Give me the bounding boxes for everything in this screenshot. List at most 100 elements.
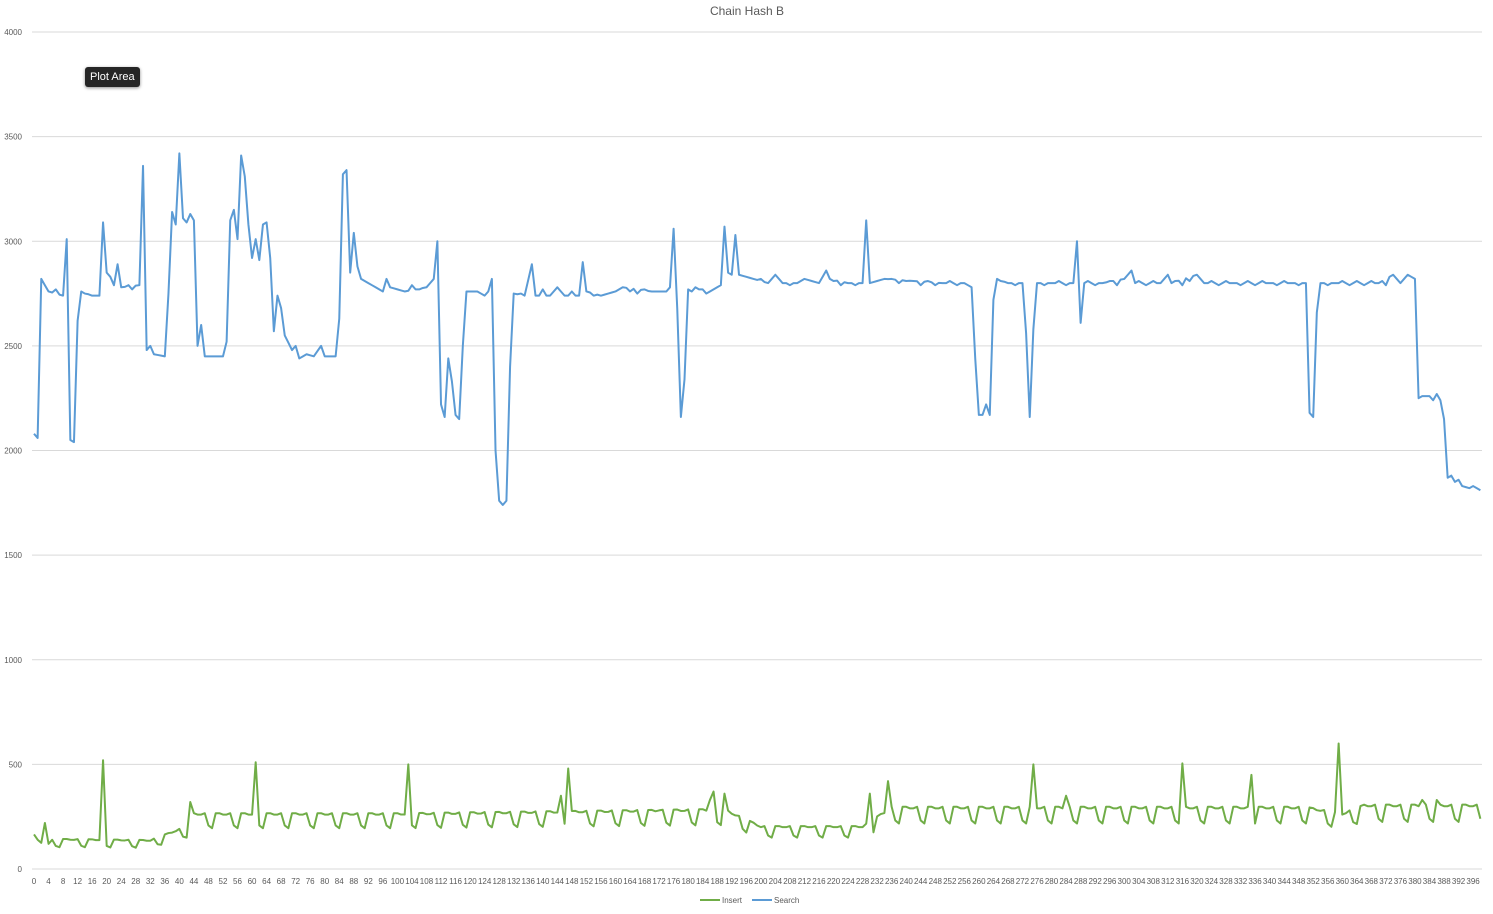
x-tick-label-0: 0 [32, 877, 37, 886]
x-tick-label-212: 212 [798, 877, 812, 886]
x-tick-label-164: 164 [623, 877, 637, 886]
x-tick-label-216: 216 [812, 877, 826, 886]
legend: Insert Search [700, 896, 799, 905]
x-tick-label-268: 268 [1001, 877, 1015, 886]
series-line-insert[interactable] [33, 742, 1482, 849]
x-tick-label-124: 124 [478, 877, 492, 886]
x-tick-label-200: 200 [754, 877, 768, 886]
x-tick-label-228: 228 [856, 877, 870, 886]
legend-label-search: Search [774, 896, 799, 905]
x-tick-label-296: 296 [1103, 877, 1117, 886]
x-tick-label-256: 256 [958, 877, 972, 886]
x-tick-label-204: 204 [769, 877, 783, 886]
x-tick-label-60: 60 [248, 877, 257, 886]
x-tick-label-156: 156 [594, 877, 608, 886]
x-tick-label-172: 172 [652, 877, 666, 886]
x-tick-label-328: 328 [1219, 877, 1233, 886]
x-axis-tick-labels: 0 4 8 12 16 20 24 28 32 36 40 44 48 52 56 60 64 68 72 76 80 8… [32, 877, 1481, 886]
x-tick-label-24: 24 [117, 877, 126, 886]
x-tick-label-140: 140 [536, 877, 550, 886]
x-tick-label-236: 236 [885, 877, 899, 886]
x-tick-label-36: 36 [160, 877, 169, 886]
series-line-search[interactable] [33, 152, 1481, 506]
x-tick-label-336: 336 [1248, 877, 1262, 886]
y-tick-label-500: 500 [9, 760, 23, 769]
y-tick-label-3000: 3000 [4, 237, 22, 246]
x-tick-label-188: 188 [711, 877, 725, 886]
x-tick-label-340: 340 [1263, 877, 1277, 886]
y-tick-label-2500: 2500 [4, 342, 22, 351]
x-tick-label-168: 168 [638, 877, 652, 886]
x-tick-label-180: 180 [681, 877, 695, 886]
x-tick-label-276: 276 [1030, 877, 1044, 886]
legend-label-insert: Insert [722, 896, 743, 905]
x-tick-label-320: 320 [1190, 877, 1204, 886]
x-tick-label-104: 104 [405, 877, 419, 886]
y-tick-label-0: 0 [18, 865, 23, 874]
y-tick-label-2000: 2000 [4, 447, 22, 456]
x-tick-label-176: 176 [667, 877, 681, 886]
y-tick-label-1000: 1000 [4, 656, 22, 665]
x-tick-label-128: 128 [492, 877, 506, 886]
x-tick-label-148: 148 [565, 877, 579, 886]
x-tick-label-56: 56 [233, 877, 242, 886]
x-tick-label-72: 72 [291, 877, 300, 886]
x-tick-label-384: 384 [1423, 877, 1437, 886]
x-tick-label-280: 280 [1045, 877, 1059, 886]
x-tick-label-52: 52 [219, 877, 228, 886]
x-tick-label-300: 300 [1118, 877, 1132, 886]
x-tick-label-40: 40 [175, 877, 184, 886]
x-tick-label-332: 332 [1234, 877, 1248, 886]
x-tick-label-252: 252 [943, 877, 957, 886]
x-tick-label-136: 136 [522, 877, 536, 886]
x-tick-label-396: 396 [1466, 877, 1480, 886]
x-tick-label-192: 192 [725, 877, 739, 886]
x-tick-label-184: 184 [696, 877, 710, 886]
x-tick-label-120: 120 [463, 877, 477, 886]
x-tick-label-292: 292 [1088, 877, 1102, 886]
x-tick-label-264: 264 [987, 877, 1001, 886]
x-tick-label-64: 64 [262, 877, 271, 886]
x-tick-label-8: 8 [61, 877, 66, 886]
x-tick-label-100: 100 [391, 877, 405, 886]
x-tick-label-220: 220 [827, 877, 841, 886]
x-tick-label-132: 132 [507, 877, 521, 886]
plot-area[interactable] [33, 152, 1482, 849]
x-tick-label-48: 48 [204, 877, 213, 886]
x-tick-label-324: 324 [1205, 877, 1219, 886]
x-tick-label-304: 304 [1132, 877, 1146, 886]
x-tick-label-32: 32 [146, 877, 155, 886]
x-tick-label-388: 388 [1437, 877, 1451, 886]
y-tick-label-4000: 4000 [4, 28, 22, 37]
x-tick-label-116: 116 [449, 877, 462, 886]
x-tick-label-224: 224 [841, 877, 855, 886]
x-tick-label-344: 344 [1277, 877, 1291, 886]
x-tick-label-380: 380 [1408, 877, 1422, 886]
x-tick-label-368: 368 [1365, 877, 1379, 886]
x-tick-label-376: 376 [1394, 877, 1408, 886]
plot-area-tooltip: Plot Area [85, 67, 140, 87]
x-tick-label-272: 272 [1016, 877, 1030, 886]
x-tick-label-316: 316 [1176, 877, 1190, 886]
x-tick-label-4: 4 [46, 877, 51, 886]
x-tick-label-232: 232 [870, 877, 884, 886]
x-tick-label-80: 80 [320, 877, 329, 886]
x-tick-label-112: 112 [435, 877, 448, 886]
x-tick-label-44: 44 [189, 877, 198, 886]
x-tick-label-244: 244 [914, 877, 928, 886]
x-tick-label-152: 152 [580, 877, 594, 886]
x-tick-label-68: 68 [277, 877, 286, 886]
x-tick-label-16: 16 [88, 877, 97, 886]
x-tick-label-240: 240 [900, 877, 914, 886]
x-tick-label-360: 360 [1336, 877, 1350, 886]
x-tick-label-348: 348 [1292, 877, 1306, 886]
y-tick-label-1500: 1500 [4, 551, 22, 560]
x-tick-label-92: 92 [364, 877, 373, 886]
x-tick-label-28: 28 [131, 877, 140, 886]
x-tick-label-352: 352 [1307, 877, 1321, 886]
x-tick-label-312: 312 [1161, 877, 1175, 886]
x-tick-label-260: 260 [972, 877, 986, 886]
x-tick-label-12: 12 [73, 877, 82, 886]
x-tick-label-392: 392 [1452, 877, 1466, 886]
